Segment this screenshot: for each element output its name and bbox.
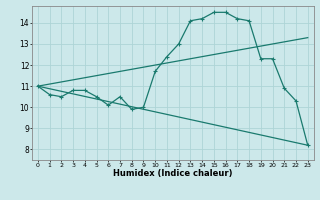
X-axis label: Humidex (Indice chaleur): Humidex (Indice chaleur) <box>113 169 233 178</box>
